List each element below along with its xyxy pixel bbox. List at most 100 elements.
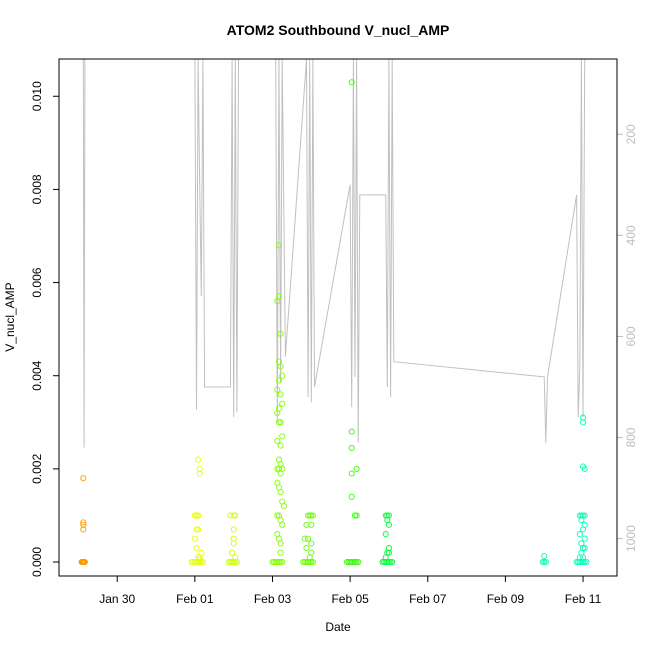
data-point <box>541 552 548 560</box>
depth-line-layer <box>82 58 586 448</box>
secondary-y-tick-label: 800 <box>624 427 638 447</box>
data-point <box>193 545 200 552</box>
data-point <box>308 512 315 519</box>
data-point <box>576 531 583 538</box>
x-axis-label: Date <box>325 620 351 634</box>
data-point <box>230 535 237 542</box>
data-point <box>279 433 286 440</box>
y-tick-label: 0.008 <box>30 174 44 204</box>
data-point <box>229 549 236 556</box>
data-point <box>348 444 355 451</box>
data-point <box>279 558 286 566</box>
data-point <box>191 512 198 519</box>
data-point <box>193 526 200 533</box>
data-point <box>279 521 286 528</box>
y-tick-label: 0.010 <box>30 81 44 111</box>
data-point <box>542 558 549 566</box>
data-point <box>277 442 284 449</box>
data-point <box>277 549 284 556</box>
data-point <box>306 512 313 519</box>
data-point <box>353 465 360 472</box>
data-point <box>309 558 316 566</box>
data-point <box>579 526 587 533</box>
data-point <box>277 419 284 426</box>
data-point <box>230 540 237 547</box>
data-point <box>277 330 284 337</box>
data-point <box>301 535 308 542</box>
data-point <box>382 531 389 538</box>
data-point <box>581 535 588 542</box>
data-point <box>353 512 360 519</box>
data-point <box>279 372 286 379</box>
data-point <box>308 540 315 547</box>
y-tick-label: 0.002 <box>30 454 44 484</box>
x-tick-label: Feb 09 <box>487 592 525 606</box>
x-tick-label: Feb 01 <box>176 592 214 606</box>
data-point <box>578 512 585 519</box>
y-tick-label: 0.006 <box>30 267 44 297</box>
secondary-y-tick-label: 1000 <box>624 525 638 552</box>
data-point <box>230 512 237 519</box>
data-point <box>387 558 394 566</box>
data-point <box>385 558 392 566</box>
chart-title: ATOM2 Southbound V_nucl_AMP <box>227 22 450 38</box>
data-point <box>579 558 587 566</box>
data-point <box>280 503 287 510</box>
data-point <box>80 475 87 482</box>
secondary-y-tick-label: 600 <box>624 326 638 346</box>
axes-layer: Jan 30 Feb 01 Feb 03 Feb 05 Feb 07 Feb 09 Feb … <box>30 81 638 606</box>
data-point <box>306 554 313 561</box>
data-point <box>195 456 202 463</box>
y-axis-label: V_nucl_AMP <box>3 282 17 351</box>
data-point <box>576 554 583 561</box>
x-tick-label: Feb 07 <box>409 592 447 606</box>
data-point <box>351 512 359 519</box>
data-point <box>348 493 355 500</box>
secondary-y-tick-label: 400 <box>624 225 638 245</box>
data-point <box>274 437 281 444</box>
data-point <box>230 526 237 533</box>
data-point <box>305 535 312 542</box>
data-point <box>581 512 588 519</box>
data-point <box>348 79 355 86</box>
data-point <box>579 414 587 421</box>
data-point <box>80 521 87 528</box>
data-point <box>389 558 396 566</box>
data-point <box>583 558 590 566</box>
data-point <box>274 512 281 519</box>
plot-frame <box>58 58 618 577</box>
data-point <box>196 554 203 561</box>
data-point <box>382 554 389 561</box>
data-point <box>277 391 284 398</box>
data-point <box>196 465 203 472</box>
data-point <box>193 512 200 519</box>
data-point <box>80 519 87 526</box>
data-point <box>232 554 239 561</box>
depth-line <box>82 58 586 448</box>
data-point <box>541 558 548 566</box>
data-point <box>303 545 310 552</box>
data-point <box>277 489 284 496</box>
data-point <box>274 386 281 393</box>
data-point <box>579 554 587 561</box>
data-point <box>80 526 87 533</box>
data-point <box>191 535 198 542</box>
data-point <box>277 558 284 566</box>
data-point <box>353 558 360 566</box>
data-point <box>581 465 588 472</box>
data-point <box>81 558 88 566</box>
data-point <box>581 545 588 552</box>
x-tick-label: Feb 11 <box>565 592 602 606</box>
data-point <box>306 558 313 566</box>
secondary-y-tick-label: 200 <box>624 124 638 144</box>
data-point <box>196 556 203 563</box>
data-point <box>275 558 283 566</box>
data-point <box>348 470 355 477</box>
data-point <box>277 540 284 547</box>
data-point <box>277 470 284 477</box>
data-point <box>274 298 281 305</box>
data-point <box>579 419 587 426</box>
data-point <box>348 428 355 435</box>
x-tick-label: Feb 05 <box>331 592 369 606</box>
